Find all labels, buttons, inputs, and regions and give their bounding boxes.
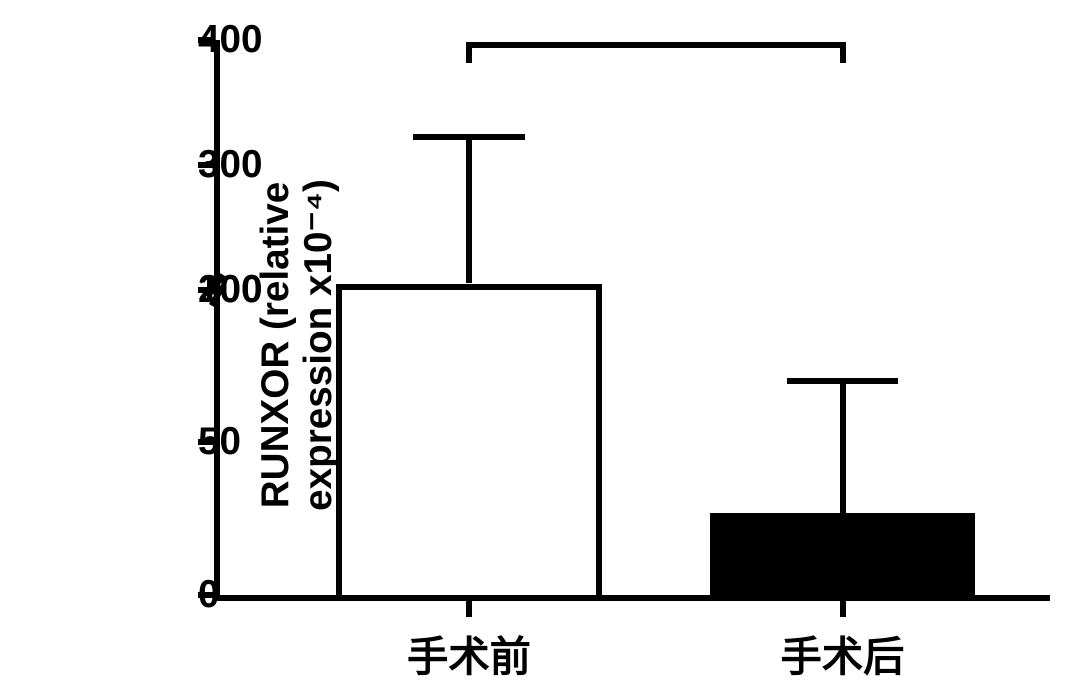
significance-drop (840, 42, 846, 63)
bar (710, 513, 976, 595)
y-tick-label: 50 (198, 420, 220, 464)
y-tick-label: 400 (198, 18, 220, 62)
y-tick-label: 300 (198, 143, 220, 187)
plot-area: 050100200300400手术前手术后* (220, 40, 1050, 595)
error-bar-stem (840, 381, 846, 512)
y-tick-label: 0 (198, 573, 220, 617)
significance-bar (469, 42, 843, 48)
error-bar-stem (466, 137, 472, 283)
error-bar-cap (413, 134, 525, 140)
chart-container: RUNXOR (relative expression x10⁻⁴) 05010… (0, 0, 1084, 689)
x-axis (214, 595, 1050, 601)
x-tick (840, 601, 846, 617)
x-category-label: 手术后 (781, 623, 905, 683)
significance-star: * (645, 0, 666, 3)
error-bar-cap (787, 378, 899, 384)
significance-drop (466, 42, 472, 63)
x-tick (466, 601, 472, 617)
bar-lower (336, 290, 602, 595)
bar-upper (336, 284, 602, 290)
x-category-label: 手术前 (407, 623, 531, 683)
